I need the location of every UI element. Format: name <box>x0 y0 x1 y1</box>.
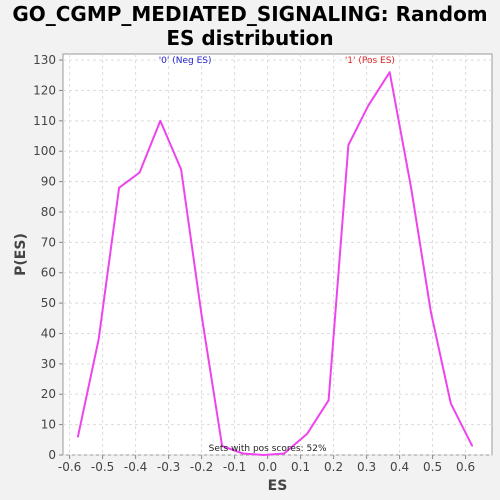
x-tick-label-11: 0.5 <box>423 460 442 474</box>
y-axis-label: P(ES) <box>13 233 29 276</box>
x-tick-label-9: 0.3 <box>357 460 376 474</box>
annotation-pos: '1' (Pos ES) <box>345 56 395 66</box>
x-tick-label-3: -0.3 <box>157 460 180 474</box>
data-point-9 <box>263 454 265 456</box>
y-tick-label-6: 60 <box>41 266 56 280</box>
x-tick-label-1: -0.5 <box>91 460 114 474</box>
data-point-16 <box>410 187 412 189</box>
annotation-neg: '0' (Neg ES) <box>159 56 212 66</box>
y-tick-label-1: 10 <box>41 418 56 432</box>
y-tick-label-2: 20 <box>41 387 56 401</box>
y-tick-label-13: 130 <box>33 53 56 67</box>
x-tick-label-5: -0.1 <box>223 460 246 474</box>
y-tick-label-12: 120 <box>33 83 56 97</box>
plot-area <box>63 54 492 455</box>
data-point-4 <box>160 120 162 122</box>
data-point-14 <box>367 105 369 107</box>
data-point-17 <box>430 311 432 313</box>
data-point-12 <box>328 400 330 402</box>
y-tick-label-10: 100 <box>33 144 56 158</box>
y-tick-label-7: 70 <box>41 235 56 249</box>
y-tick-label-0: 0 <box>48 448 56 462</box>
y-tick-label-3: 30 <box>41 357 56 371</box>
data-point-3 <box>139 172 141 174</box>
y-tick-label-11: 110 <box>33 114 56 128</box>
x-tick-label-12: 0.6 <box>456 460 475 474</box>
annotation-sets: Sets with pos scores: 52% <box>209 444 327 454</box>
y-tick-label-8: 80 <box>41 205 56 219</box>
data-point-0 <box>77 436 79 438</box>
data-point-19 <box>471 445 473 447</box>
data-point-18 <box>450 403 452 405</box>
x-tick-label-2: -0.4 <box>124 460 147 474</box>
x-tick-label-8: 0.2 <box>324 460 343 474</box>
data-point-5 <box>180 169 182 171</box>
data-point-13 <box>348 144 350 146</box>
x-tick-label-0: -0.6 <box>58 460 81 474</box>
data-point-15 <box>389 71 391 73</box>
x-tick-label-7: 0.1 <box>291 460 310 474</box>
data-point-1 <box>98 339 100 341</box>
x-tick-label-6: 0.0 <box>258 460 277 474</box>
y-tick-label-4: 40 <box>41 326 56 340</box>
x-tick-label-4: -0.2 <box>190 460 213 474</box>
y-tick-label-5: 50 <box>41 296 56 310</box>
data-point-6 <box>201 314 203 316</box>
y-tick-label-9: 90 <box>41 175 56 189</box>
data-point-2 <box>118 187 120 189</box>
x-axis-label: ES <box>268 478 288 494</box>
x-tick-label-10: 0.4 <box>390 460 409 474</box>
data-point-11 <box>306 433 308 435</box>
